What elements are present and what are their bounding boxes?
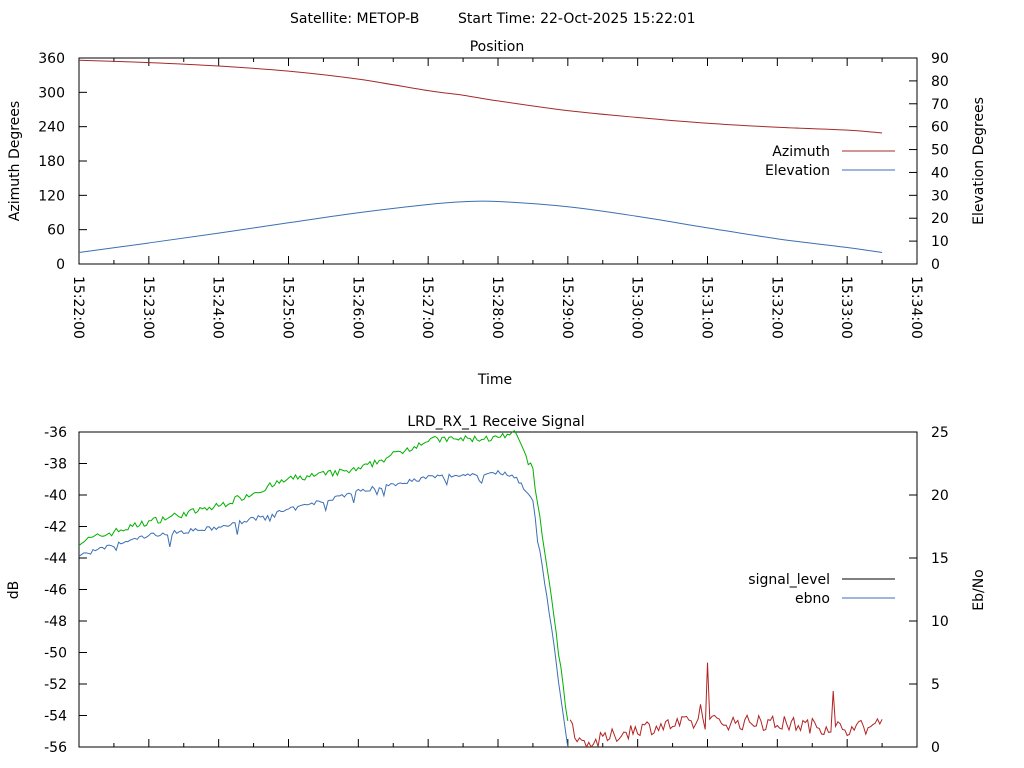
legend-azimuth-label: Azimuth — [772, 144, 830, 160]
elevation-tick-label: 60 — [931, 120, 949, 136]
position-plot-frame — [78, 57, 918, 265]
signal-level-locked-line — [78, 429, 569, 721]
elevation-axis-label: Elevation Degrees — [971, 97, 987, 225]
time-tick-label: 15:26:00 — [349, 276, 365, 339]
position-y-tick-labels: 0 60 120 180 240 300 360 — [38, 51, 65, 273]
time-tick-label: 15:32:00 — [768, 276, 784, 339]
time-tick-label: 15:29:00 — [559, 276, 575, 339]
position-legend: Azimuth Elevation — [765, 144, 895, 179]
signal-title: LRD_RX_1 Receive Signal — [407, 414, 584, 430]
start-time-label: Start Time: 22-Oct-2025 15:22:01 — [458, 11, 696, 27]
db-tick-label: -50 — [44, 646, 67, 662]
position-chart: Position 0 60 120 180 240 300 360 0 10 20 30 40 50 6… — [7, 39, 987, 388]
ebno-tick-label: 10 — [931, 614, 949, 630]
db-tick-label: -44 — [44, 551, 67, 567]
signal-legend: signal_level ebno — [748, 572, 895, 607]
ebno-tick-label: 15 — [931, 551, 949, 567]
elevation-tick-label: 10 — [931, 234, 949, 250]
time-tick-label: 15:27:00 — [419, 276, 435, 339]
signal-ticks — [78, 431, 918, 748]
db-tick-label: -36 — [44, 425, 67, 441]
position-x-tick-labels: 15:22:00 15:23:00 15:24:00 15:25:00 15:26:00… — [70, 276, 924, 339]
time-tick-label: 15:23:00 — [140, 276, 156, 339]
time-tick-label: 15:24:00 — [210, 276, 226, 339]
azimuth-tick-label: 300 — [38, 85, 65, 101]
elevation-tick-label: 0 — [931, 257, 940, 273]
position-ticks — [78, 57, 918, 265]
azimuth-tick-label: 180 — [38, 154, 65, 170]
signal-plot-frame — [78, 431, 918, 748]
time-axis-label: Time — [477, 372, 512, 388]
azimuth-tick-label: 0 — [56, 257, 65, 273]
time-tick-label: 15:31:00 — [699, 276, 715, 339]
legend-elevation-label: Elevation — [765, 163, 830, 179]
time-tick-label: 15:33:00 — [838, 276, 854, 339]
time-tick-label: 15:30:00 — [629, 276, 645, 339]
elevation-tick-label: 70 — [931, 97, 949, 113]
ebno-tick-label: 0 — [931, 740, 940, 756]
legend-signal-level-label: signal_level — [748, 572, 830, 588]
signal-y2-tick-labels: 0 5 10 15 20 25 — [931, 425, 949, 756]
elevation-tick-label: 40 — [931, 165, 949, 181]
time-tick-label: 15:34:00 — [908, 276, 924, 339]
azimuth-series-line — [78, 59, 883, 134]
time-tick-label: 15:22:00 — [70, 276, 86, 339]
time-tick-label: 15:25:00 — [280, 276, 296, 339]
position-title: Position — [470, 39, 525, 55]
db-tick-label: -40 — [44, 488, 67, 504]
signal-level-noise-line — [569, 662, 883, 749]
db-tick-label: -56 — [44, 740, 67, 756]
ebno-series-line — [78, 469, 569, 748]
legend-ebno-label: ebno — [795, 591, 830, 607]
db-tick-label: -52 — [44, 677, 67, 693]
ebno-axis-label: Eb/No — [971, 569, 987, 611]
db-tick-label: -38 — [44, 457, 67, 473]
elevation-tick-label: 80 — [931, 74, 949, 90]
time-tick-label: 15:28:00 — [489, 276, 505, 339]
db-tick-label: -46 — [44, 583, 67, 599]
elevation-series-line — [78, 200, 883, 254]
azimuth-tick-label: 60 — [47, 223, 65, 239]
ebno-tick-label: 20 — [931, 488, 949, 504]
ebno-tick-label: 5 — [931, 677, 940, 693]
db-tick-label: -42 — [44, 520, 67, 536]
azimuth-tick-label: 360 — [38, 51, 65, 67]
azimuth-tick-label: 120 — [38, 188, 65, 204]
db-tick-label: -54 — [44, 709, 67, 725]
satellite-label: Satellite: METOP-B — [290, 11, 419, 27]
signal-chart: LRD_RX_1 Receive Signal -56-54-52-50-48-… — [6, 414, 987, 756]
azimuth-axis-label: Azimuth Degrees — [7, 101, 23, 221]
elevation-tick-label: 90 — [931, 51, 949, 67]
position-y2-tick-labels: 0 10 20 30 40 50 60 70 80 90 — [931, 51, 949, 273]
signal-y-tick-labels: -56 -54 -52 -50 -48 -46 -44 -42 -40 -38 -36 — [44, 425, 67, 756]
elevation-tick-label: 50 — [931, 143, 949, 159]
ebno-tick-label: 25 — [931, 425, 949, 441]
azimuth-tick-label: 240 — [38, 120, 65, 136]
elevation-tick-label: 20 — [931, 211, 949, 227]
db-tick-label: -48 — [44, 614, 67, 630]
elevation-tick-label: 30 — [931, 188, 949, 204]
db-axis-label: dB — [6, 581, 22, 600]
